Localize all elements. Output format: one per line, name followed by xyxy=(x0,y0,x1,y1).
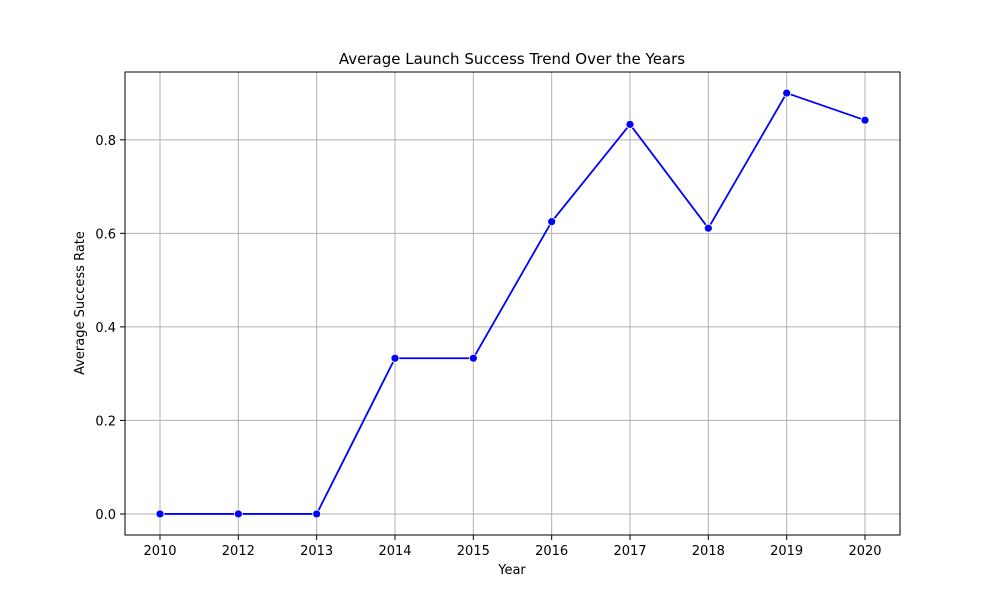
x-axis-ticks: 2010 2012 2013 2014 2015 2016 2017 2018 2019 2020 xyxy=(143,535,882,559)
y-tick-label: 0.6 xyxy=(95,227,116,242)
data-point xyxy=(860,115,870,125)
data-point xyxy=(468,353,478,363)
data-point xyxy=(782,88,792,98)
data-point xyxy=(390,353,400,363)
x-tick-label: 2014 xyxy=(378,544,411,559)
y-axis-ticks: 0.0 0.2 0.4 0.6 0.8 xyxy=(95,134,125,523)
series-layer xyxy=(155,88,870,519)
data-point xyxy=(703,223,713,233)
x-tick-label: 2018 xyxy=(692,544,725,559)
y-tick-label: 0.4 xyxy=(95,321,116,336)
x-tick-label: 2012 xyxy=(222,544,255,559)
x-tick-label: 2013 xyxy=(300,544,333,559)
data-point xyxy=(312,509,322,519)
y-tick-label: 0.2 xyxy=(95,414,116,429)
y-axis-label: Average Success Rate xyxy=(73,231,88,375)
grid xyxy=(125,72,900,535)
x-axis-label: Year xyxy=(497,563,526,578)
y-tick-label: 0.8 xyxy=(95,134,116,149)
data-point xyxy=(625,119,635,129)
x-tick-label: 2010 xyxy=(143,544,176,559)
series-line xyxy=(160,92,866,515)
x-tick-label: 2019 xyxy=(770,544,803,559)
y-tick-label: 0.0 xyxy=(95,508,116,523)
data-point xyxy=(155,509,165,519)
data-point xyxy=(547,217,557,227)
x-tick-label: 2016 xyxy=(535,544,568,559)
data-point xyxy=(233,509,243,519)
plot-frame xyxy=(124,71,901,536)
x-tick-label: 2020 xyxy=(848,544,881,559)
x-tick-label: 2015 xyxy=(457,544,490,559)
x-tick-label: 2017 xyxy=(613,544,646,559)
chart-title: Average Launch Success Trend Over the Ye… xyxy=(339,50,685,68)
